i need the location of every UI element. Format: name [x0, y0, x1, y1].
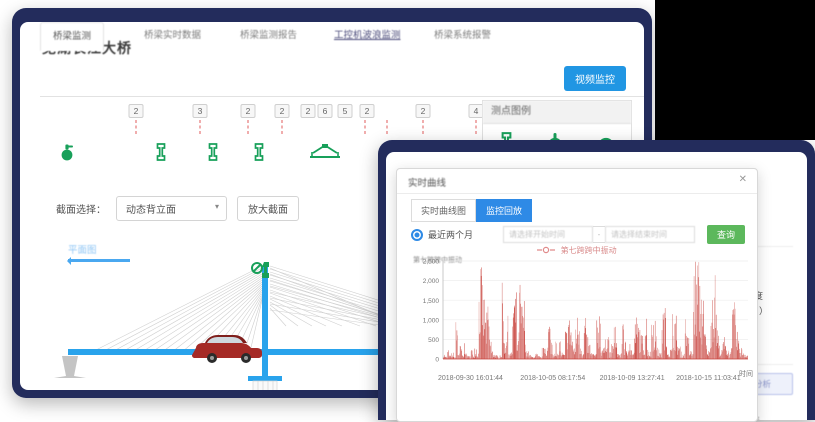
- tab-realtime-data[interactable]: 桥梁实时数据: [144, 30, 202, 41]
- sensor-badge: 6: [317, 104, 333, 118]
- start-time-input[interactable]: 请选择开始时间: [502, 226, 593, 243]
- svg-text:1,500: 1,500: [423, 298, 440, 305]
- displacement-icon[interactable]: [254, 143, 265, 164]
- sensor-badge: 2: [415, 104, 431, 118]
- bridge-span-icon[interactable]: [308, 143, 342, 164]
- displacement-icon[interactable]: [208, 143, 219, 164]
- dialog-title: 实时曲线: [408, 178, 447, 189]
- bridge-foundation: [252, 380, 278, 390]
- sensor-connector: [364, 120, 366, 134]
- vibration-chart: 0 500 1,000 1,500 2,000 2,500: [423, 259, 748, 364]
- sensor-connector: [199, 120, 201, 134]
- sensor-connector: [247, 120, 249, 134]
- tab-industrial-pc-wave[interactable]: 工控机波浪监测: [334, 30, 401, 41]
- plan-view-annotation: 平面图: [67, 242, 130, 265]
- svg-text:1,000: 1,000: [423, 317, 440, 324]
- dialog-tabs: 实时曲线图 监控回放: [411, 199, 533, 222]
- tab-bridge-monitoring[interactable]: 桥梁监测: [40, 22, 105, 51]
- chart-x-tick-labels: 2018-09-30 16:01:44 2018-10-05 08:17:54 20…: [407, 375, 751, 387]
- vehicle-icon: [192, 335, 262, 363]
- plan-view-label: 平面图: [68, 245, 97, 256]
- section-select-row: 截面选择： 动态背立面 ▾ 放大截面: [56, 196, 299, 221]
- section-select-value: 动态背立面: [126, 205, 176, 216]
- chart-x-tick: 2018-10-05 08:17:54: [520, 375, 586, 382]
- displacement-icon[interactable]: [156, 143, 167, 164]
- legend-panel-header: 测点图例: [483, 101, 631, 124]
- sensor-connector: [386, 120, 388, 134]
- chevron-down-icon: ▾: [214, 202, 219, 211]
- svg-text:0: 0: [435, 357, 439, 364]
- chart-x-tick: 2018-10-09 13:27:41: [599, 375, 665, 382]
- recent-two-months-label: 最近两个月: [428, 230, 474, 240]
- end-time-input[interactable]: 请选择结束时间: [604, 226, 695, 243]
- range-separator: -: [592, 226, 605, 243]
- valve-icon[interactable]: [60, 143, 76, 164]
- main-tabbar: [40, 68, 644, 97]
- close-icon[interactable]: ✕: [738, 174, 747, 185]
- plan-view-arrow-icon: [67, 257, 130, 265]
- dialog-filter-row: 最近两个月 请选择开始时间 - 请选择结束时间 查询: [411, 225, 745, 244]
- bridge-abutment-icon: [54, 356, 86, 378]
- sensor-badge: 2: [300, 104, 316, 118]
- recent-two-months-radio[interactable]: [411, 228, 423, 241]
- sensor-connector: [475, 120, 477, 134]
- sensor-connector: [135, 120, 137, 134]
- realtime-curve-dialog: 实时曲线 ✕ 实时曲线图 监控回放 最近两个月 请选择开始时间 - 请选择结束时…: [396, 168, 758, 422]
- sensor-badge: 2: [359, 104, 375, 118]
- chart-series-title: 第七跨跨中振动: [413, 257, 462, 264]
- chart-legend[interactable]: 第七跨跨中振动: [397, 245, 757, 256]
- svg-text:2,500: 2,500: [423, 259, 440, 266]
- section-select-dropdown[interactable]: 动态背立面 ▾: [116, 196, 227, 221]
- legend-marker-icon: [537, 246, 556, 256]
- tab-monitoring-playback[interactable]: 监控回放: [476, 199, 533, 222]
- pylon-top-sensor-icon: [251, 262, 269, 278]
- sensor-badge: 2: [128, 104, 144, 118]
- sensor-connector: [281, 120, 283, 134]
- svg-text:2,000: 2,000: [423, 278, 440, 285]
- bridge-pier-cap: [248, 376, 282, 381]
- dialog-header: 实时曲线 ✕: [397, 169, 757, 194]
- video-monitoring-button[interactable]: 视频监控: [564, 66, 626, 91]
- sensor-badge: 2: [274, 104, 290, 118]
- sensor-badge: 2: [240, 104, 256, 118]
- svg-text:500: 500: [428, 337, 439, 344]
- zoom-section-button[interactable]: 放大截面: [237, 196, 299, 221]
- tab-system-alarm[interactable]: 桥梁系统报警: [434, 30, 492, 41]
- sensor-connector: [422, 120, 424, 134]
- section-select-label: 截面选择：: [56, 205, 106, 216]
- chart-x-tick: 2018-09-30 16:01:44: [437, 375, 503, 382]
- sensor-badge: 3: [192, 104, 208, 118]
- query-button[interactable]: 查询: [706, 225, 745, 244]
- bridge-pylon: [262, 266, 268, 376]
- legend-label: 第七跨跨中振动: [560, 246, 617, 255]
- chart-x-tick: 2018-10-15 11:03:41: [676, 375, 741, 382]
- sensor-badge: 5: [337, 104, 353, 118]
- tab-realtime-curve-chart[interactable]: 实时曲线图: [411, 199, 477, 222]
- tab-monitoring-report[interactable]: 桥梁监测报告: [240, 30, 298, 41]
- backdrop-black-block: [655, 0, 815, 140]
- chart-x-axis-title: 时间: [739, 371, 753, 378]
